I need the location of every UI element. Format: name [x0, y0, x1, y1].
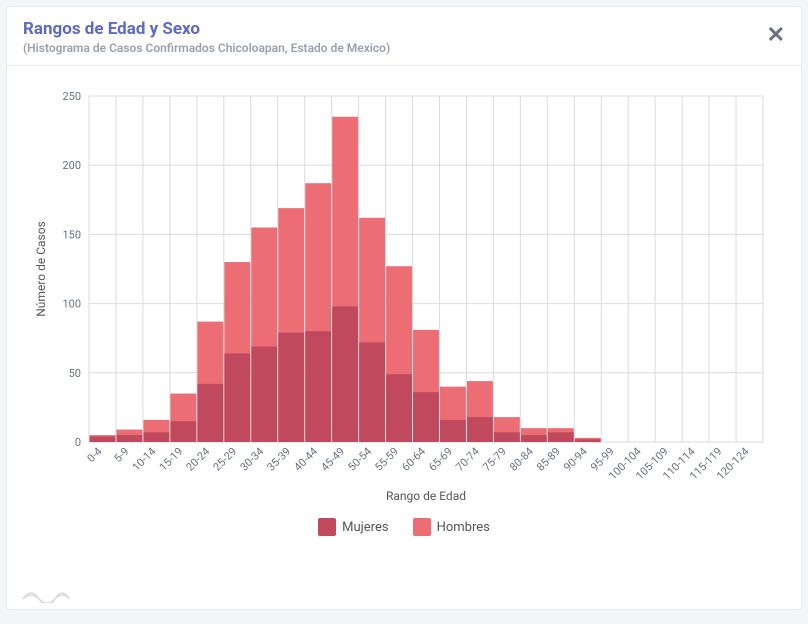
svg-text:45-49: 45-49	[318, 445, 347, 474]
svg-text:150: 150	[62, 228, 81, 241]
svg-text:55-59: 55-59	[372, 445, 401, 474]
svg-text:70-74: 70-74	[453, 445, 482, 474]
svg-text:75-79: 75-79	[480, 445, 509, 474]
card-subtitle: (Histograma de Casos Confirmados Chicolo…	[23, 41, 785, 55]
svg-text:30-34: 30-34	[238, 445, 267, 474]
svg-text:85-89: 85-89	[534, 445, 563, 474]
svg-text:20-24: 20-24	[184, 445, 213, 474]
svg-text:35-39: 35-39	[264, 445, 293, 474]
chart-card: Rangos de Edad y Sexo (Histograma de Cas…	[6, 6, 802, 610]
legend-swatch-hombres	[413, 518, 431, 536]
svg-text:250: 250	[62, 90, 81, 103]
legend-swatch-mujeres	[318, 518, 336, 536]
chart-legend: Mujeres Hombres	[17, 518, 791, 536]
svg-text:10-14: 10-14	[130, 445, 159, 474]
svg-text:200: 200	[62, 159, 81, 172]
svg-text:90-94: 90-94	[561, 445, 590, 474]
svg-text:0-4: 0-4	[85, 445, 105, 465]
svg-text:25-29: 25-29	[211, 445, 240, 474]
svg-text:50-54: 50-54	[345, 445, 374, 474]
legend-label-hombres: Hombres	[437, 520, 490, 535]
watermark-icon	[21, 585, 71, 603]
svg-text:65-69: 65-69	[426, 445, 455, 474]
svg-text:60-64: 60-64	[399, 445, 428, 474]
close-icon[interactable]: ✕	[767, 25, 785, 47]
svg-text:40-44: 40-44	[291, 445, 320, 474]
svg-text:0: 0	[75, 436, 81, 449]
card-header: Rangos de Edad y Sexo (Histograma de Cas…	[7, 7, 801, 66]
svg-text:50: 50	[69, 367, 81, 380]
svg-text:5-9: 5-9	[111, 445, 131, 465]
chart-area: 0 50 100 150 200 250 0-4 5-910-1415-1920-2425-2…	[7, 66, 801, 536]
svg-text:15-19: 15-19	[157, 445, 186, 474]
legend-item-hombres[interactable]: Hombres	[413, 518, 490, 536]
legend-label-mujeres: Mujeres	[342, 520, 388, 535]
svg-text:Rango de Edad: Rango de Edad	[386, 489, 466, 503]
svg-text:Número de Casos: Número de Casos	[34, 221, 48, 317]
card-title: Rangos de Edad y Sexo	[23, 19, 785, 39]
svg-text:100: 100	[62, 298, 81, 311]
histogram-chart: 0 50 100 150 200 250 0-4 5-910-1415-1920-2425-2…	[17, 76, 777, 506]
legend-item-mujeres[interactable]: Mujeres	[318, 518, 388, 536]
svg-text:80-84: 80-84	[507, 445, 536, 474]
